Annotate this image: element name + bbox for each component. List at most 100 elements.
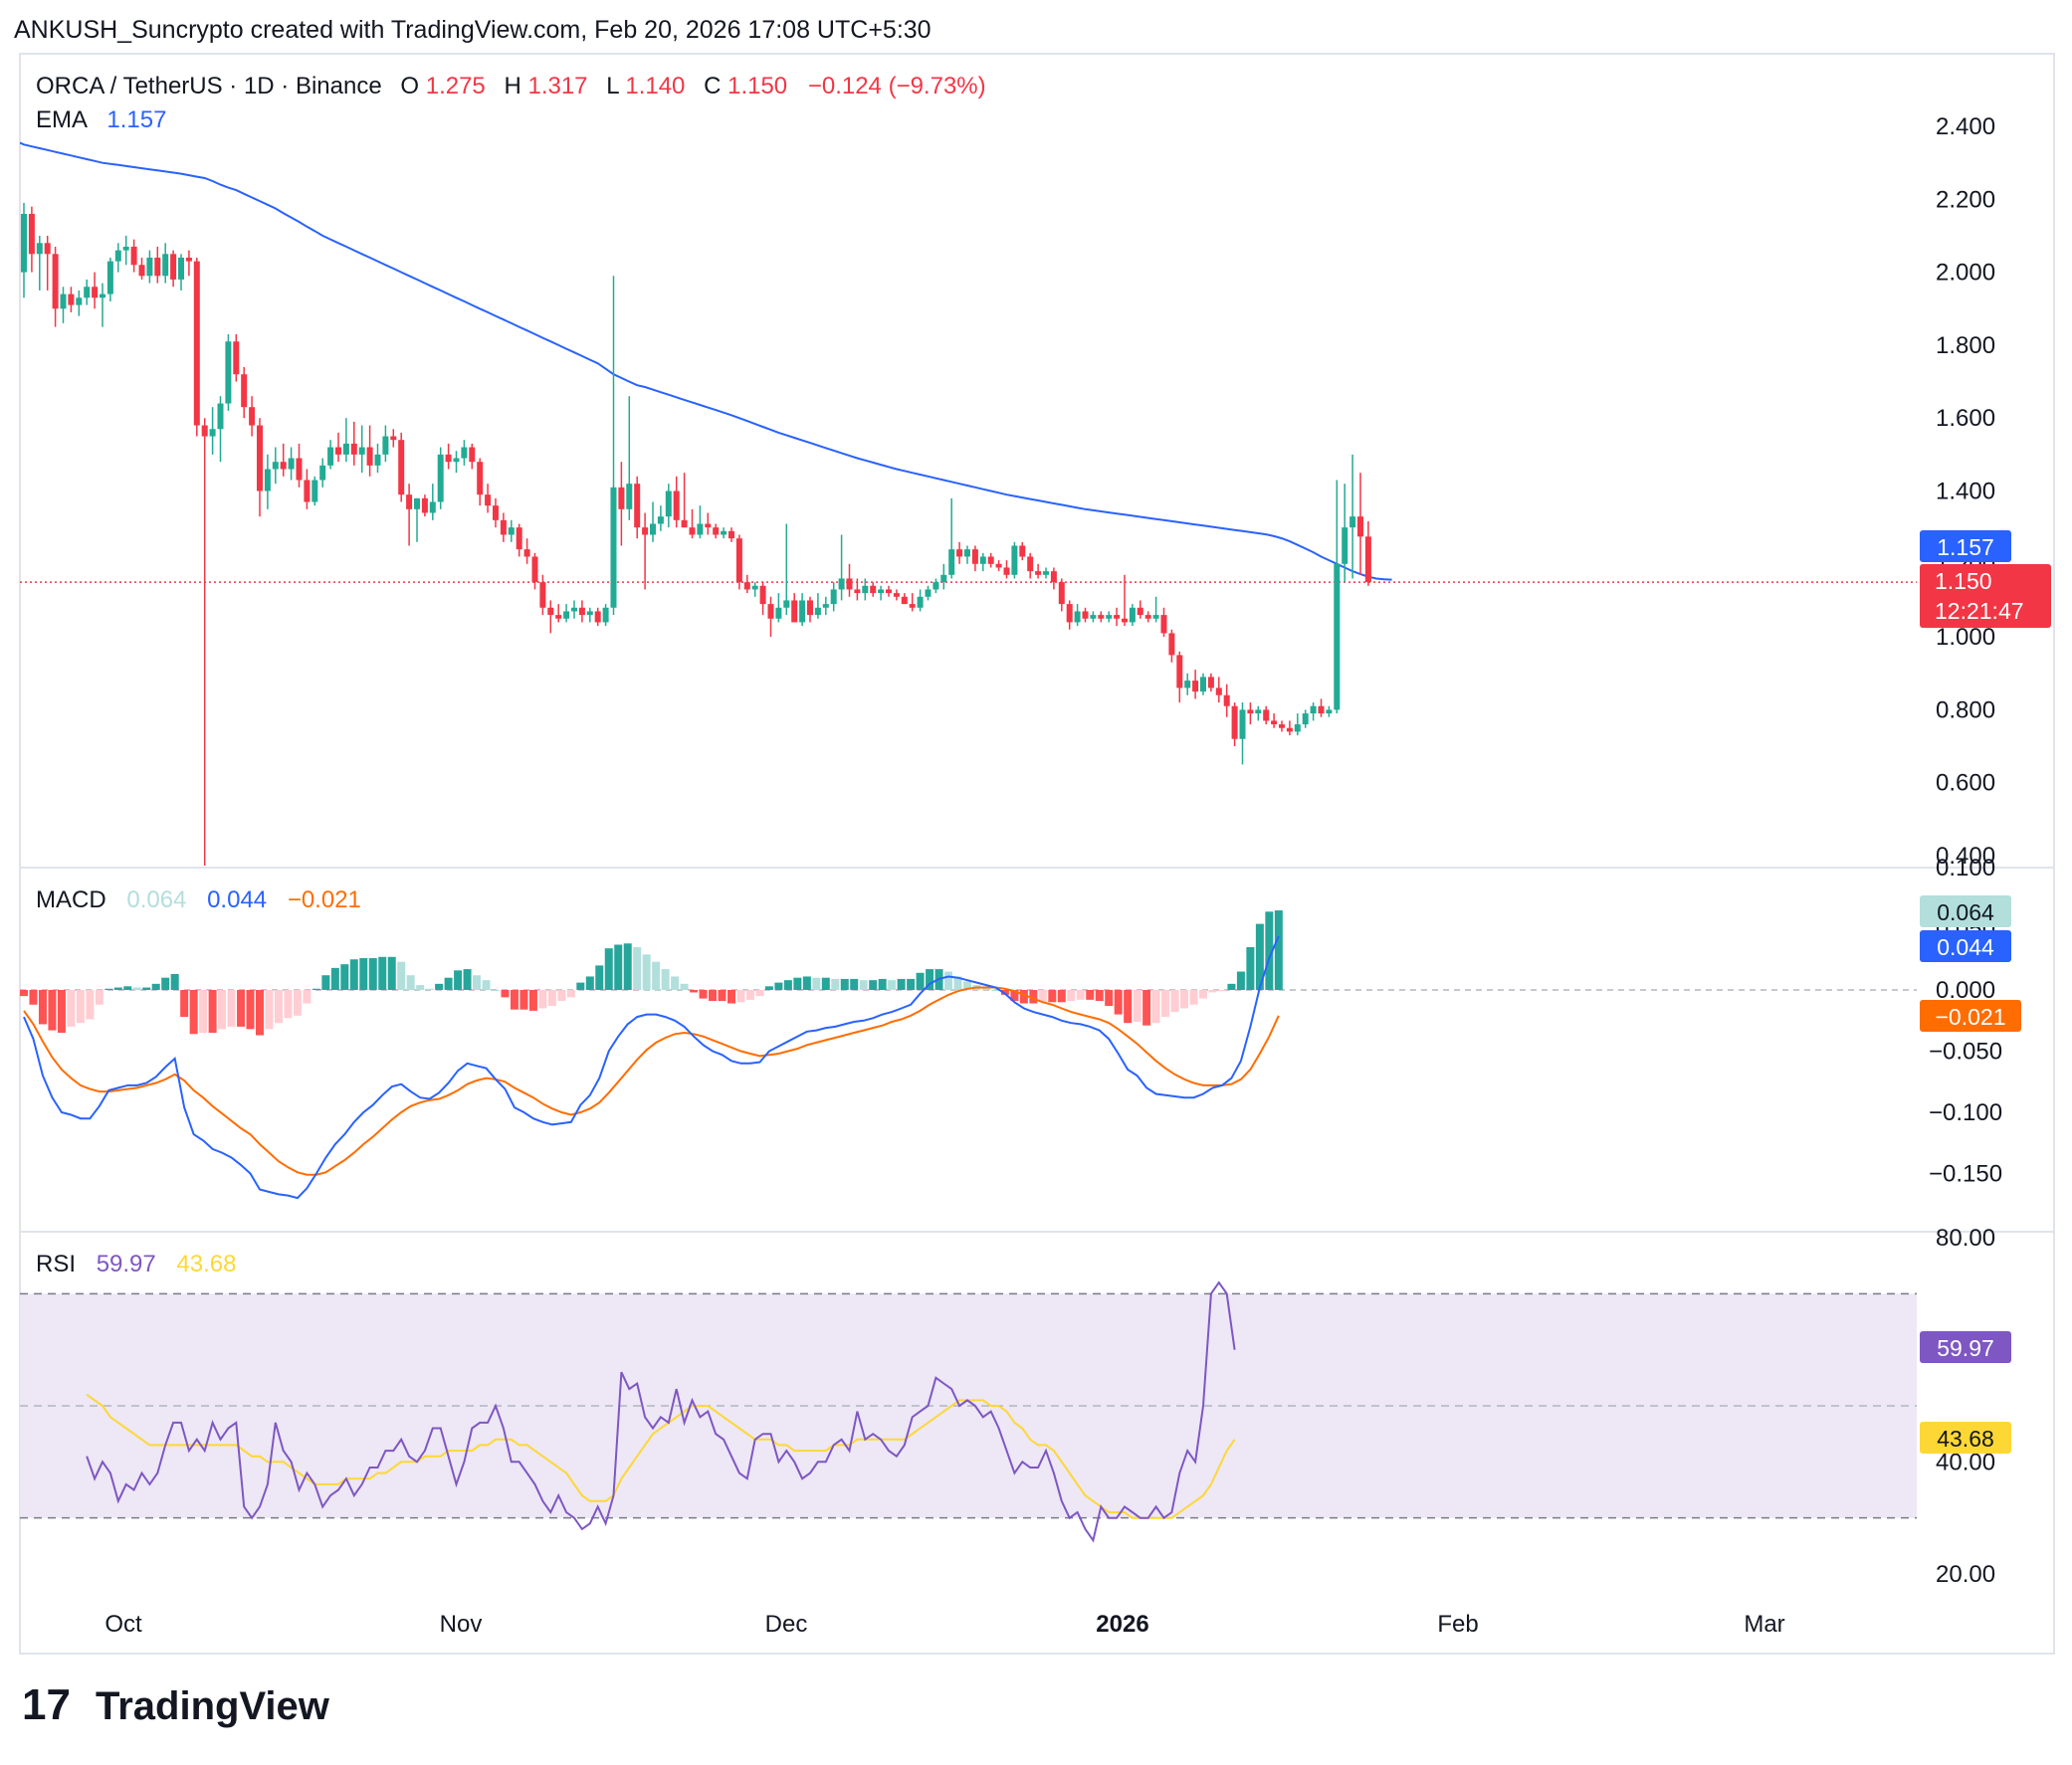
macd-histogram-bar [1105, 990, 1114, 1006]
macd-histogram-bar [1029, 990, 1038, 1004]
macd-histogram-bar [38, 990, 47, 1025]
candle-body [1176, 655, 1183, 688]
candle-body [217, 403, 224, 430]
macd-histogram-bar [878, 978, 887, 990]
candle-body [304, 480, 311, 502]
macd-histogram-bar [76, 990, 85, 1024]
macd-signal-badge: −0.021 [1920, 1000, 2021, 1032]
candle-body [288, 458, 295, 470]
macd-histogram-bar [604, 948, 613, 990]
countdown-badge-text: 12:21:47 [1935, 598, 2024, 624]
candle-body [1342, 527, 1348, 564]
candle-body [751, 585, 758, 590]
rsi-ma-badge: 43.68 [1920, 1422, 2011, 1454]
candle-body [807, 600, 813, 616]
macd-histogram-bar [161, 977, 170, 990]
macd-histogram-bar [1151, 990, 1160, 1024]
candle-body [1263, 709, 1270, 721]
candle-body [193, 261, 200, 426]
time-axis-tick: 2026 [1096, 1611, 1148, 1638]
candle-body [485, 494, 492, 506]
legend-low-value: 1.140 [625, 73, 685, 99]
candle-body [830, 589, 837, 605]
macd-histogram-bar [67, 990, 76, 1027]
macd-histogram-bar [1208, 990, 1217, 993]
macd-histogram-bar [113, 987, 122, 990]
candle-body [689, 527, 696, 535]
macd-signal-line [23, 986, 1280, 1176]
candle-body [44, 243, 51, 255]
candle-body [1027, 556, 1034, 572]
candle-body [1215, 687, 1222, 695]
candle-body [1279, 724, 1285, 728]
svg-text:EMA 1.157: EMA 1.157 [36, 106, 166, 133]
macd-histogram-bar [359, 958, 368, 990]
price-legend: ORCA / TetherUS · 1D · Binance O 1.275 H… [36, 73, 986, 133]
macd-histogram-bar [435, 983, 444, 990]
candle-body [1043, 571, 1049, 575]
price-axis-tick: 1.400 [1936, 479, 1995, 505]
candle-body [1200, 677, 1206, 692]
macd-histogram-bar [812, 977, 821, 990]
legend-open-value: 1.275 [426, 73, 486, 99]
candle-body [886, 589, 892, 594]
candle-body [1090, 615, 1097, 619]
candle-body [106, 261, 113, 294]
candle-body [783, 600, 790, 608]
macd-histogram-bar [1227, 983, 1236, 990]
candle-body [241, 374, 248, 408]
candle-body [100, 294, 105, 298]
macd-histogram-bar [340, 964, 349, 990]
legend-ema-value: 1.157 [106, 106, 166, 133]
price-pane [20, 141, 2054, 869]
macd-histogram-bar [576, 982, 585, 990]
rsi-axis-tick: 20.00 [1936, 1561, 1995, 1588]
candle-body [1318, 705, 1325, 714]
candle-body [170, 254, 177, 280]
candle-body [870, 585, 877, 594]
candle-body [705, 523, 712, 528]
candle-body [21, 213, 27, 273]
candle-body [146, 257, 153, 277]
macd-histogram-bar [1010, 990, 1019, 1002]
legend-change: −0.124 (−9.73%) [808, 73, 986, 99]
macd-histogram-bar [652, 961, 661, 990]
candle-body [838, 578, 845, 590]
candle-body [728, 530, 734, 539]
candle-body [1152, 615, 1159, 619]
macd-histogram-bar [180, 990, 189, 1018]
candle-body [995, 563, 1002, 568]
candle-body [272, 462, 279, 470]
macd-histogram-bar [897, 978, 906, 990]
legend-low-label: L [606, 73, 619, 99]
rsi-legend: RSI 59.97 43.68 [36, 1251, 236, 1277]
candle-body [987, 556, 994, 564]
macd-histogram-bar [926, 969, 934, 990]
candle-body [68, 294, 75, 305]
macd-legend-signal: −0.021 [288, 886, 361, 913]
candle-body [822, 604, 829, 608]
macd-histogram-bar [1114, 990, 1123, 1015]
price-axis-tick: 1.600 [1936, 405, 1995, 432]
macd-histogram-bar [1076, 990, 1085, 1000]
candle-body [1011, 545, 1018, 575]
candle-body [531, 556, 538, 583]
candle-body [721, 530, 727, 535]
legend-close-label: C [704, 73, 721, 99]
candle-body [791, 600, 798, 623]
macd-histogram-bar [265, 990, 274, 1030]
candle-body [563, 611, 570, 619]
candle-body [406, 494, 413, 509]
macd-histogram-bar [1142, 990, 1151, 1026]
candle-body [673, 490, 680, 520]
candle-body [626, 484, 633, 509]
candle-body [971, 549, 978, 564]
candle-body [382, 436, 389, 455]
candle-body [516, 527, 522, 550]
candle-body [547, 607, 554, 616]
candle-body [342, 443, 349, 455]
candle-body [571, 607, 577, 612]
candle-body [1207, 677, 1214, 688]
candle-body [775, 607, 782, 619]
macd-histogram-bar [1038, 990, 1047, 1003]
